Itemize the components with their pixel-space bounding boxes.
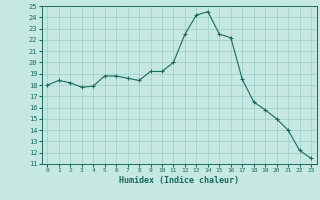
- X-axis label: Humidex (Indice chaleur): Humidex (Indice chaleur): [119, 176, 239, 185]
